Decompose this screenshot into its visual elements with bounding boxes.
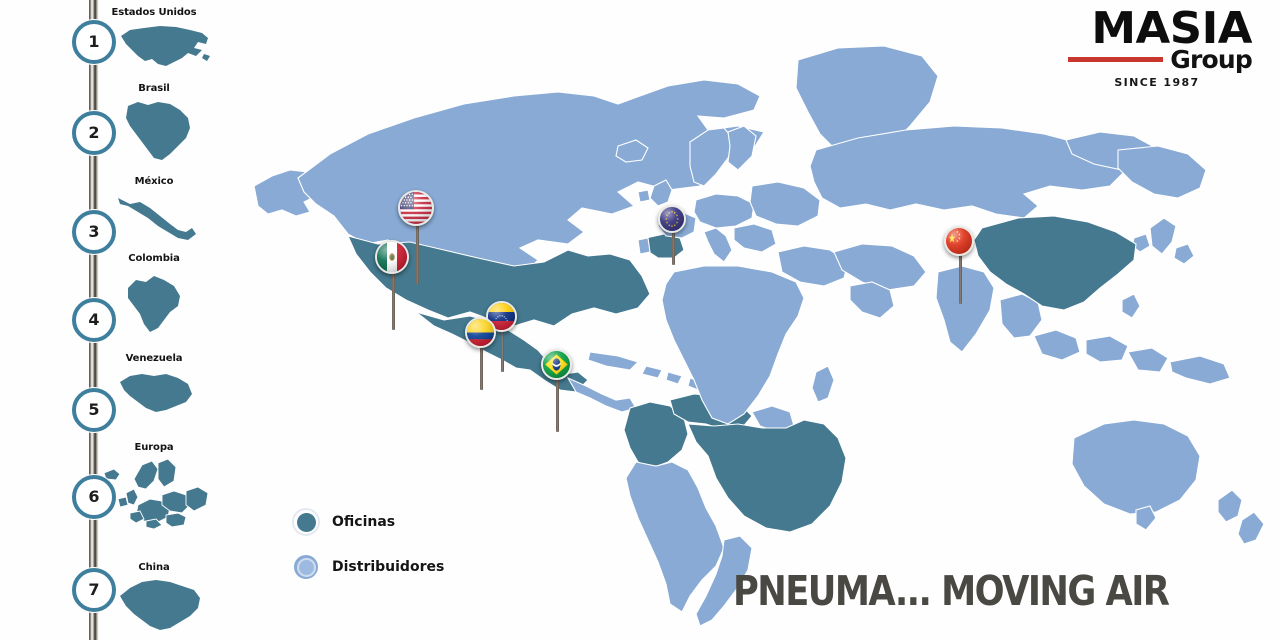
country-label-brasil: Brasil [138,83,170,94]
timeline-node-2[interactable]: 2 [72,111,116,155]
timeline-number-2: 2 [88,123,100,142]
flag-mexico-icon [375,240,409,274]
timeline-node-4[interactable]: 4 [72,298,116,342]
tagline: PNEUMA... MOVING AIR [733,567,1170,615]
timeline-node-6[interactable]: 6 [72,475,116,519]
country-shape-venezuela [116,366,196,422]
legend-dot-office [292,508,320,536]
timeline-number-5: 5 [88,400,100,419]
pin-needle [672,231,675,265]
legend-dot-distributor [292,553,320,581]
flag-usa-icon [398,190,434,226]
logo-subtitle: Group [1170,45,1253,75]
timeline-number-7: 7 [88,580,100,599]
timeline-node-5[interactable]: 5 [72,388,116,432]
timeline-node-3[interactable]: 3 [72,210,116,254]
country-shape-mexico [112,190,200,246]
flag-china-icon [944,226,974,256]
country-label-china: China [138,562,170,573]
flag-brazil-icon [541,349,572,380]
legend-label-oficinas: Oficinas [332,514,396,530]
timeline-number-6: 6 [88,487,100,506]
legend-item-oficinas[interactable]: Oficinas [292,508,444,536]
legend-item-distribuidores[interactable]: Distribuidores [292,553,444,581]
country-label-mexico: México [134,176,174,187]
country-shape-colombia [120,268,188,338]
country-label-venezuela: Venezuela [125,353,183,364]
country-shape-usa [118,20,210,72]
country-label-europa: Europa [134,442,174,453]
timeline-number-3: 3 [88,222,100,241]
pin-needle [501,330,504,372]
legend-label-distribuidores: Distribuidores [332,559,445,575]
flag-eu-icon [658,205,686,233]
pin-needle [959,254,962,304]
timeline-node-7[interactable]: 7 [72,568,116,612]
pin-needle [480,346,483,390]
country-label-colombia: Colombia [128,253,180,264]
brand-logo[interactable]: MASIA Group SINCE 1987 [1068,6,1253,90]
pin-needle [392,272,395,330]
country-shape-brazil [118,96,194,164]
country-timeline: Estados Unidos 1 Brasil 2 México 3 [0,0,230,640]
timeline-number-4: 4 [88,310,100,329]
logo-red-bar [1068,57,1164,63]
country-label-estados-unidos: Estados Unidos [111,7,197,18]
flag-colombia-icon [465,317,496,348]
logo-wordmark: MASIA [1091,3,1252,54]
timeline-number-1: 1 [88,32,100,51]
timeline-node-1[interactable]: 1 [72,20,116,64]
country-shape-europe [100,455,212,533]
country-shape-china [116,576,204,634]
pin-needle [556,378,559,432]
pin-needle [416,224,419,284]
logo-since: SINCE 1987 [1114,76,1200,90]
map-legend: Oficinas Distribuidores [292,508,444,598]
